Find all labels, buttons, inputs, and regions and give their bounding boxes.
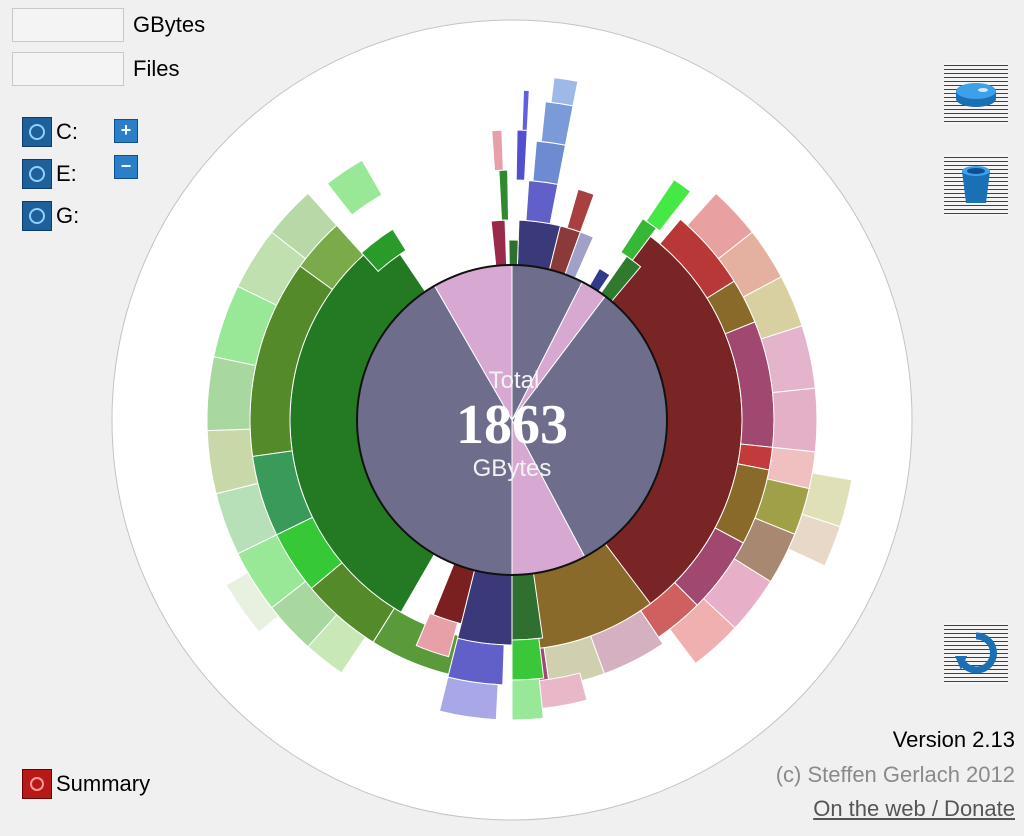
folder-segment[interactable]: [438, 676, 499, 721]
folder-segment[interactable]: [360, 228, 407, 273]
minus-icon: −: [120, 156, 132, 176]
sunburst-rings: [206, 77, 853, 721]
version-label: Version 2.13: [892, 727, 1015, 752]
folder-segment[interactable]: [521, 89, 530, 131]
drive-icon: [22, 201, 52, 231]
folder-segment[interactable]: [225, 571, 280, 633]
folder-segment[interactable]: [645, 178, 692, 232]
folder-segment[interactable]: [511, 678, 544, 721]
zoom-in-button[interactable]: +: [114, 119, 138, 143]
folder-segment[interactable]: [668, 597, 736, 665]
drive-icon: [22, 159, 52, 189]
drive-item-g[interactable]: G:: [22, 201, 79, 231]
drive-item-e[interactable]: E:: [22, 159, 77, 189]
delete-button[interactable]: [944, 154, 1008, 216]
plus-icon: +: [120, 120, 132, 140]
web-donate-link[interactable]: On the web / Donate: [813, 796, 1015, 821]
summary-label: Summary: [56, 771, 151, 796]
folder-segment[interactable]: [447, 637, 505, 686]
folder-segment[interactable]: [515, 129, 528, 181]
center-unit: GBytes: [473, 455, 552, 482]
gbytes-field: [12, 8, 124, 42]
drive-icon: [22, 117, 52, 147]
scan-disk-button[interactable]: [944, 62, 1008, 124]
folder-segment[interactable]: [772, 387, 818, 453]
folder-segment[interactable]: [415, 612, 459, 658]
center-total-value: 1863: [456, 394, 568, 456]
files-field: [12, 52, 124, 86]
folder-segment[interactable]: [508, 239, 519, 266]
drive-label: E:: [56, 161, 77, 186]
refresh-button[interactable]: [944, 622, 1008, 684]
folder-segment[interactable]: [787, 513, 841, 567]
folder-segment[interactable]: [550, 77, 579, 107]
center-caption: Total: [489, 367, 540, 394]
folder-segment[interactable]: [206, 355, 257, 432]
copyright-label: (c) Steffen Gerlach 2012: [775, 762, 1015, 787]
refresh-icon: [955, 632, 997, 674]
drive-label: G:: [56, 203, 80, 228]
drive-item-c[interactable]: C:: [22, 117, 78, 147]
disk-icon: [956, 83, 996, 107]
folder-segment[interactable]: [326, 159, 383, 216]
folder-segment[interactable]: [270, 192, 338, 260]
gbytes-label: GBytes: [133, 12, 206, 37]
trash-icon: [962, 166, 990, 203]
drive-label: C:: [56, 119, 78, 144]
summary-button[interactable]: Summary: [22, 768, 150, 800]
folder-segment[interactable]: [511, 637, 545, 681]
summary-icon: [22, 769, 52, 799]
center-outline: [356, 264, 668, 576]
files-label: Files: [133, 56, 180, 81]
zoom-out-button[interactable]: −: [114, 155, 138, 179]
folder-segment[interactable]: [491, 129, 504, 172]
folder-segment[interactable]: [206, 428, 259, 495]
